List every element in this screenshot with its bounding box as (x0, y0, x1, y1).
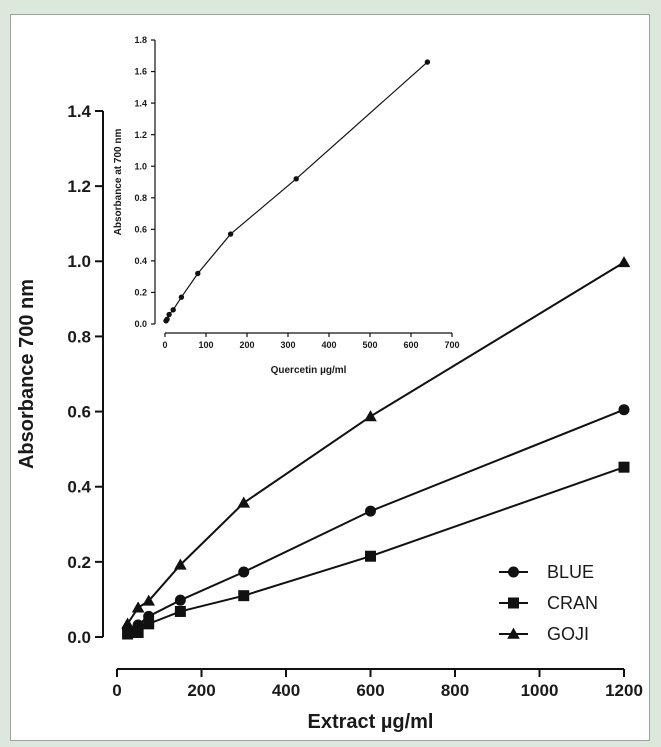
main-y-axis-title: Absorbance 700 nm (16, 279, 38, 469)
inset-y-tick-label: 1.8 (134, 35, 147, 45)
inset-y-tick-label: 1.4 (134, 98, 147, 108)
chart-frame: 0.0 0.2 0.4 0.6 0.8 1.0 1.2 1.4 0 200 400 600 800 100… (10, 14, 650, 741)
main-x-tick-label: 400 (272, 681, 300, 700)
main-data-point-goji (617, 256, 631, 268)
inset-x-axis-title: Quercetin µg/ml (271, 365, 347, 376)
main-y-tick-label: 0.8 (67, 327, 91, 346)
legend: BLUE CRAN GOJI (499, 562, 598, 644)
main-x-tick-label: 800 (441, 681, 469, 700)
inset-data-point-series (293, 176, 299, 182)
legend-label-cran: CRAN (547, 593, 598, 613)
inset-data-point-series (166, 311, 172, 318)
legend-marker-cran (508, 597, 519, 609)
main-x-tick-label: 600 (356, 681, 384, 700)
inset-data-point-series (164, 316, 170, 322)
main-data-point-blue (618, 404, 630, 416)
inset-x-tick-label: 700 (444, 340, 459, 350)
main-y-tick-label: 0.6 (67, 403, 91, 422)
inset-y-tick-label: 1.6 (134, 67, 147, 77)
main-data-point-blue (238, 566, 250, 578)
inset-y-tick-label: 0.6 (134, 224, 147, 234)
main-x-axis-title: Extract µg/ml (307, 711, 433, 733)
inset-x-tick-label: 500 (362, 340, 377, 350)
legend-marker-blue (508, 566, 519, 578)
inset-data-point-series (227, 231, 234, 237)
main-data-point-goji (121, 617, 134, 629)
legend-marker-goji (507, 627, 520, 639)
main-data-point-cran (174, 605, 186, 617)
main-x-tick-label: 1200 (605, 681, 643, 700)
inset-y-tick-label: 0.4 (134, 256, 147, 266)
inset-series-line-series (165, 61, 428, 322)
inset-x-tick-label: 100 (198, 340, 213, 350)
inset-y-tick-label: 1.2 (134, 130, 147, 140)
main-data-point-goji (364, 410, 377, 422)
main-y-tick-label: 0.2 (67, 553, 91, 572)
main-data-point-cran (143, 618, 155, 630)
inset-x-tick-label: 300 (280, 340, 295, 350)
main-data-point-goji (237, 496, 251, 508)
inset-y-tick-label: 0.2 (134, 288, 147, 298)
main-y-tick-label: 1.0 (67, 252, 91, 271)
main-x-tick-label: 1000 (521, 681, 559, 700)
inset-x-tick-label: 400 (321, 340, 336, 350)
inset-data-point-series (195, 270, 201, 277)
inset-plot: 0.0 0.2 0.4 0.6 0.8 1.0 1.2 1.4 1.6 1.8 0 100 200 300… (113, 35, 460, 376)
main-data-point-blue (174, 594, 186, 606)
legend-label-goji: GOJI (547, 624, 589, 644)
main-data-point-goji (131, 601, 145, 613)
legend-label-blue: BLUE (547, 562, 594, 582)
main-y-tick-label: 0.4 (67, 478, 91, 497)
inset-y-axis-title: Absorbance at 700 nm (113, 129, 124, 236)
main-x-tick-label: 0 (112, 681, 121, 700)
main-data-point-cran (238, 590, 250, 602)
inset-data-point-series (178, 294, 185, 300)
inset-y-tick-label: 0.8 (134, 193, 147, 203)
main-data-point-cran (122, 628, 134, 640)
inset-y-tick-label: 0.0 (134, 319, 147, 329)
main-y-tick-label: 1.4 (67, 102, 91, 121)
main-data-point-cran (365, 550, 376, 562)
inset-data-point-series (170, 307, 176, 313)
main-data-point-goji (142, 594, 156, 606)
chart-canvas: 0.0 0.2 0.4 0.6 0.8 1.0 1.2 1.4 0 200 400 600 800 100… (16, 35, 643, 733)
inset-y-tick-label: 1.0 (134, 161, 147, 171)
main-data-point-cran (132, 626, 144, 638)
main-y-tick-label: 0.0 (67, 628, 91, 647)
main-data-point-goji (174, 558, 187, 570)
main-data-point-blue (365, 505, 376, 517)
inset-x-tick-label: 600 (403, 340, 418, 350)
inset-data-point-series (424, 59, 431, 65)
inset-x-tick-label: 200 (239, 340, 254, 350)
inset-x-tick-label: 0 (162, 340, 167, 350)
main-data-point-cran (618, 461, 630, 473)
main-x-tick-label: 200 (187, 681, 215, 700)
main-plot: 0.0 0.2 0.4 0.6 0.8 1.0 1.2 1.4 0 200 400 600 800 100… (16, 102, 643, 733)
main-y-tick-label: 1.2 (67, 177, 91, 196)
